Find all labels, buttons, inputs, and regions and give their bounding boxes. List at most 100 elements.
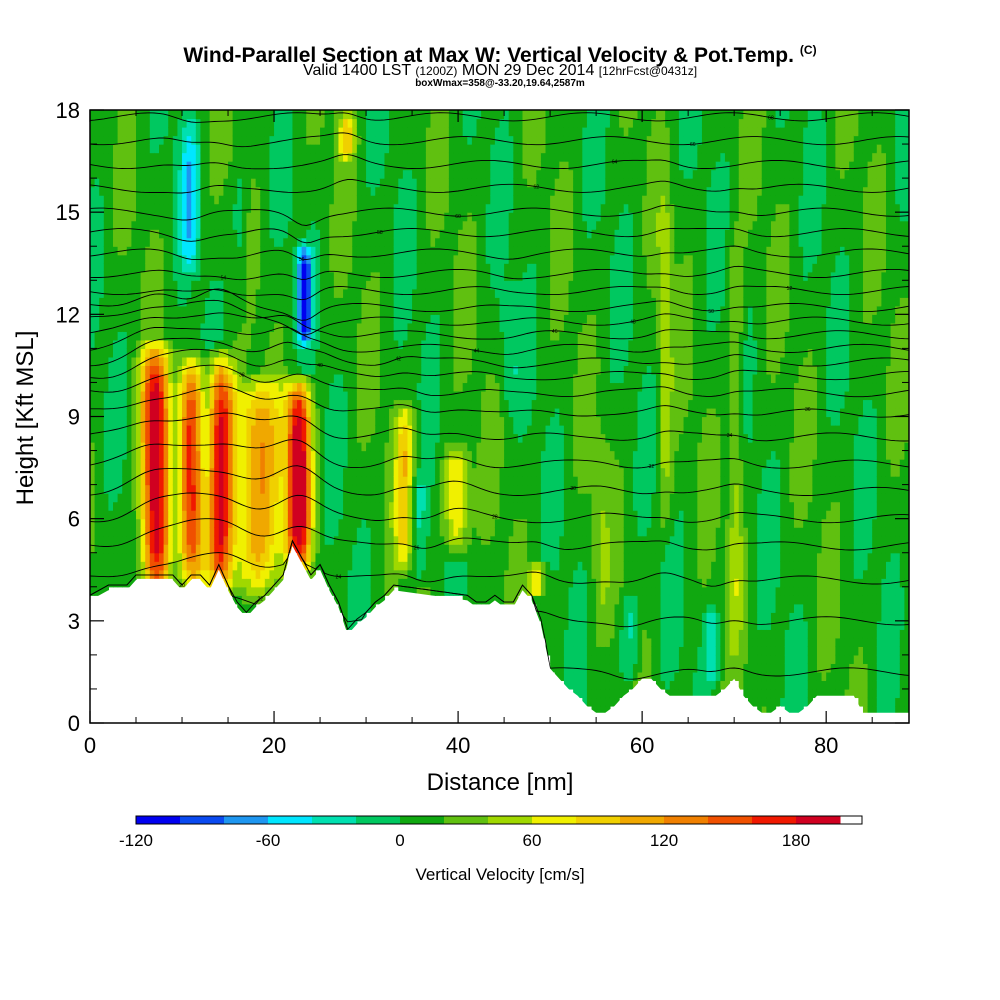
- velocity-cell: [347, 246, 353, 256]
- velocity-cell: [149, 118, 156, 128]
- velocity-cell: [218, 399, 225, 409]
- velocity-cell: [195, 459, 202, 469]
- velocity-cell: [214, 144, 220, 154]
- velocity-cell: [209, 297, 215, 307]
- velocity-cell: [356, 118, 363, 128]
- velocity-cell: [347, 612, 353, 622]
- velocity-cell: [389, 442, 395, 452]
- velocity-cell: [458, 535, 464, 545]
- velocity-cell: [145, 501, 151, 511]
- velocity-cell: [352, 254, 358, 264]
- velocity-cell: [315, 561, 321, 571]
- velocity-cell: [352, 501, 358, 511]
- velocity-cell: [292, 433, 298, 443]
- velocity-cell: [398, 561, 404, 571]
- velocity-cell: [402, 220, 409, 230]
- velocity-cell: [329, 135, 335, 145]
- velocity-cell: [481, 305, 487, 315]
- velocity-cell: [117, 135, 123, 145]
- velocity-cell: [306, 501, 312, 511]
- velocity-cell: [347, 322, 353, 332]
- velocity-cell: [251, 552, 257, 562]
- velocity-cell: [471, 561, 478, 571]
- velocity-cell: [430, 161, 436, 171]
- velocity-cell: [389, 459, 395, 469]
- velocity-cell: [343, 144, 349, 154]
- velocity-cell: [329, 382, 335, 392]
- velocity-cell: [131, 246, 137, 256]
- velocity-cell: [301, 416, 307, 426]
- velocity-cell: [338, 152, 344, 162]
- velocity-cell: [214, 127, 220, 137]
- velocity-cell: [237, 467, 243, 477]
- velocity-cell: [278, 118, 284, 128]
- velocity-cell: [384, 246, 390, 256]
- velocity-cell: [287, 459, 294, 469]
- velocity-cell: [159, 348, 165, 358]
- velocity-cell: [191, 501, 197, 511]
- velocity-cell: [177, 407, 183, 418]
- velocity-cell: [200, 442, 206, 452]
- velocity-cell: [177, 254, 183, 264]
- velocity-cell: [439, 382, 445, 392]
- velocity-cell: [278, 254, 284, 264]
- velocity-cell: [343, 416, 349, 426]
- velocity-cell: [315, 229, 321, 239]
- velocity-cell: [458, 365, 464, 375]
- velocity-cell: [246, 433, 252, 443]
- velocity-cell: [462, 152, 468, 162]
- velocity-cell: [117, 271, 123, 281]
- velocity-cell: [412, 203, 418, 213]
- velocity-cell: [205, 561, 211, 571]
- velocity-cell: [297, 501, 303, 511]
- velocity-cell: [439, 195, 445, 205]
- velocity-cell: [186, 407, 192, 418]
- velocity-cell: [425, 263, 432, 273]
- velocity-cell: [301, 297, 307, 307]
- velocity-cell: [99, 356, 105, 367]
- velocity-cell: [338, 212, 344, 222]
- velocity-cell: [416, 535, 422, 545]
- velocity-cell: [356, 229, 363, 239]
- velocity-cell: [108, 544, 114, 554]
- velocity-cell: [149, 220, 156, 230]
- velocity-cell: [366, 254, 372, 264]
- velocity-cell: [412, 229, 418, 239]
- velocity-cell: [393, 127, 399, 137]
- velocity-cell: [384, 127, 390, 137]
- velocity-cell: [195, 467, 202, 477]
- velocity-cell: [154, 390, 160, 401]
- velocity-cell: [136, 331, 142, 341]
- velocity-cell: [435, 442, 441, 452]
- velocity-cell: [402, 493, 409, 503]
- velocity-cell: [407, 161, 413, 171]
- velocity-cell: [412, 493, 418, 503]
- velocity-cell: [292, 186, 298, 196]
- velocity-cell: [122, 186, 128, 196]
- velocity-cell: [347, 544, 353, 554]
- velocity-cell: [379, 416, 386, 426]
- velocity-cell: [444, 178, 450, 188]
- velocity-cell: [324, 348, 330, 358]
- velocity-cell: [214, 399, 220, 409]
- velocity-cell: [481, 127, 487, 137]
- velocity-cell: [462, 339, 468, 349]
- velocity-cell: [205, 118, 211, 128]
- velocity-cell: [398, 212, 404, 222]
- velocity-cell: [320, 365, 326, 375]
- velocity-cell: [218, 297, 225, 307]
- velocity-cell: [393, 365, 399, 375]
- velocity-cell: [416, 561, 422, 571]
- velocity-cell: [103, 476, 110, 486]
- velocity-cell: [232, 399, 238, 409]
- velocity-cell: [126, 407, 133, 418]
- velocity-cell: [393, 373, 399, 384]
- velocity-cell: [481, 407, 487, 418]
- velocity-cell: [274, 425, 280, 435]
- velocity-cell: [490, 246, 496, 256]
- velocity-cell: [430, 144, 436, 154]
- velocity-cell: [90, 169, 96, 179]
- velocity-cell: [453, 127, 459, 137]
- velocity-cell: [320, 450, 326, 460]
- velocity-cell: [343, 118, 349, 128]
